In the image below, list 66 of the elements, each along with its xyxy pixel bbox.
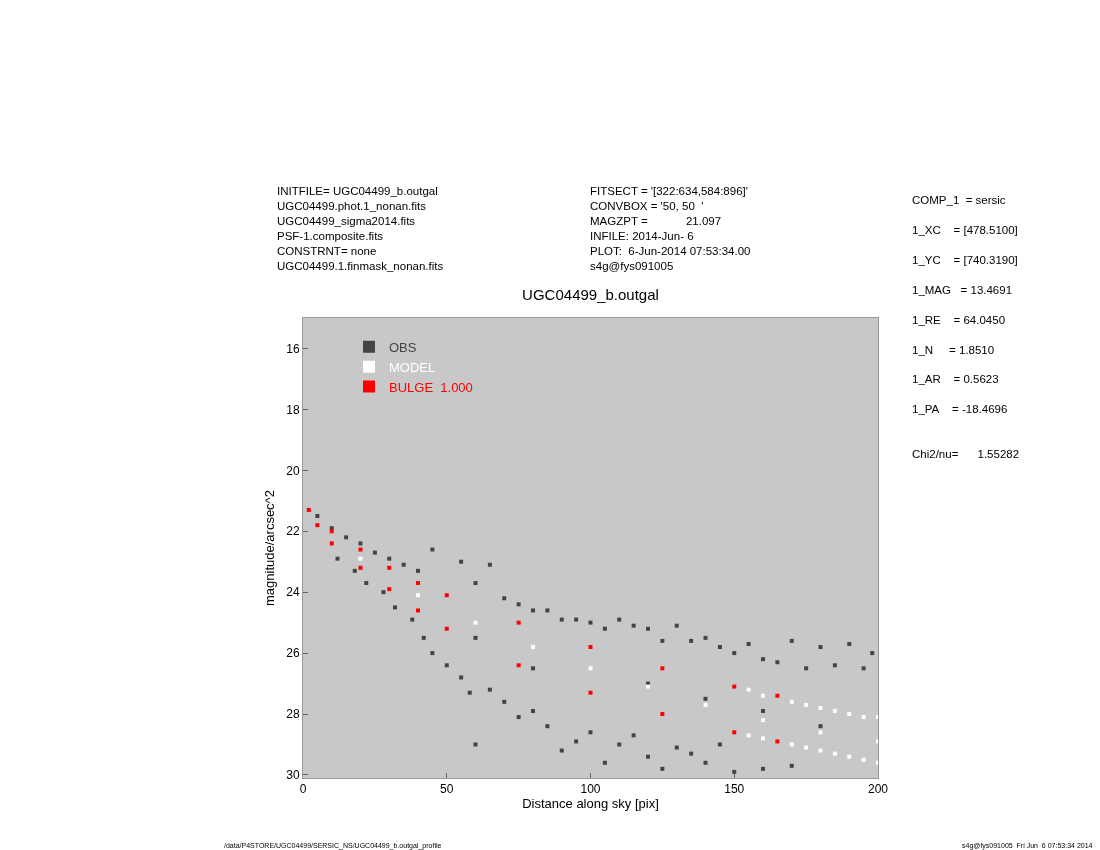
y-tick-label: 18: [286, 402, 300, 417]
text: COMP_1 = sersic 1_XC = [478.5100] 1_YC = [740.3190] 1_MAG = 13.4691 1_RE = 64.0450 1_N = 1.8510 1_AR = 0.5623 1_PA = -18.4696 Chi2/nu= 1.55282: [912, 194, 1020, 461]
point: [588, 666, 593, 671]
point: [847, 712, 852, 717]
point: [818, 748, 823, 753]
point: [732, 684, 737, 689]
legend-label: OBS: [389, 339, 417, 355]
point: [358, 547, 363, 552]
point: [746, 733, 751, 738]
point: [660, 666, 665, 671]
point: [387, 565, 392, 570]
point: [832, 708, 837, 713]
point: [358, 556, 363, 561]
point: [761, 718, 765, 723]
point: [473, 620, 478, 625]
x-tick-label: 0: [299, 782, 307, 797]
point: [861, 715, 866, 720]
point: [516, 620, 521, 625]
point: [516, 663, 521, 668]
point: [761, 736, 765, 741]
point: [804, 745, 809, 750]
x-tick-label: 100: [580, 782, 601, 797]
point: [660, 712, 665, 717]
point: [416, 581, 420, 586]
x-tick-label: 150: [724, 782, 745, 797]
point: [847, 754, 852, 759]
y-tick-label: 16: [286, 341, 300, 356]
point: [775, 739, 780, 744]
chart-title: UGC04499_b.outgal: [522, 286, 659, 303]
y-tick-label: 26: [286, 646, 300, 661]
y-tick-label: 24: [286, 585, 300, 600]
point: [588, 645, 593, 650]
point: [306, 507, 311, 512]
point: [732, 730, 737, 735]
y-tick-label: 20: [286, 463, 300, 478]
point: [444, 593, 449, 598]
y-tick-label: 28: [286, 707, 300, 722]
point: [416, 593, 420, 598]
point: [804, 702, 809, 707]
point: [444, 626, 449, 631]
x-tick-label: 200: [867, 782, 889, 797]
text: INITFILE= UGC04499_b.outgal UGC04499.phot.1_nonan.fits UGC04499_sigma2014.fits PSF-1.composite.fits CONSTRNT= none UGC04499.1.finmask_nonan.fits: [277, 185, 444, 272]
x-axis-title: Distance along sky [pix]: [522, 796, 659, 812]
y-tick-label: 30: [286, 768, 300, 783]
point: [416, 608, 420, 613]
y-tick-label: 22: [286, 524, 300, 539]
point: [789, 699, 794, 704]
point: [315, 523, 320, 528]
text: FITSECT = '[322:634,584:896]' CONVBOX = '50, 50 ' MAGZPT = 21.097 INFILE: 2014-Jun- 6 PLOT: 6-Jun-2014 07:53:34.00 s4g@fys091005: [590, 185, 751, 272]
point: [329, 541, 334, 546]
point: [387, 587, 392, 592]
point: [789, 742, 794, 747]
point: [588, 690, 593, 695]
point: [761, 693, 765, 698]
y-axis-title: magnitude/arcsec^2: [262, 490, 278, 606]
point: [818, 730, 823, 735]
point: [775, 693, 780, 698]
point: [746, 687, 751, 692]
point: [531, 645, 535, 650]
point: [703, 702, 708, 707]
legend-label: BULGE 1.000: [389, 379, 473, 395]
x-tick-label: 50: [440, 782, 454, 797]
point: [358, 565, 363, 570]
point: [832, 751, 837, 756]
point: [818, 705, 823, 710]
point: [861, 757, 866, 762]
